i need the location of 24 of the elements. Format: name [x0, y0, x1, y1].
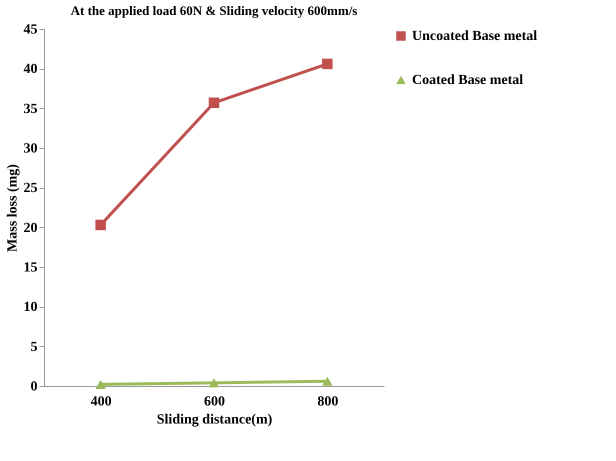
point	[95, 220, 106, 230]
point	[208, 98, 220, 108]
y-tick-label: 5	[30, 340, 38, 355]
y-tick-label: 25	[24, 181, 38, 196]
x-tick-label: 400	[90, 394, 112, 410]
y-tick-label: 20	[24, 220, 38, 236]
chart-title: At the applied load 60N & Sliding velocity 600mm/s	[70, 3, 358, 18]
point	[322, 376, 333, 386]
point	[95, 380, 106, 389]
y-tick-label: 40	[24, 62, 38, 78]
y-tick-label: 10	[24, 300, 38, 316]
x-axis-title: Sliding distance(m)	[156, 412, 273, 428]
y-tick-label: 45	[24, 22, 38, 38]
y-tick-label: 30	[24, 142, 38, 156]
y-tick-label: 35	[24, 102, 38, 117]
y-axis-title: Mass loss (mg)	[6, 164, 20, 252]
legend-label: Coated Base metal	[412, 73, 524, 88]
y-tick-label: 15	[24, 260, 38, 276]
x-tick-label: 800	[317, 394, 338, 410]
legend-label: Uncoated Base metal	[412, 29, 538, 44]
x-tick-label: 600	[204, 394, 225, 410]
point	[208, 378, 220, 388]
y-tick-label: 0	[30, 380, 38, 394]
point	[322, 58, 333, 70]
